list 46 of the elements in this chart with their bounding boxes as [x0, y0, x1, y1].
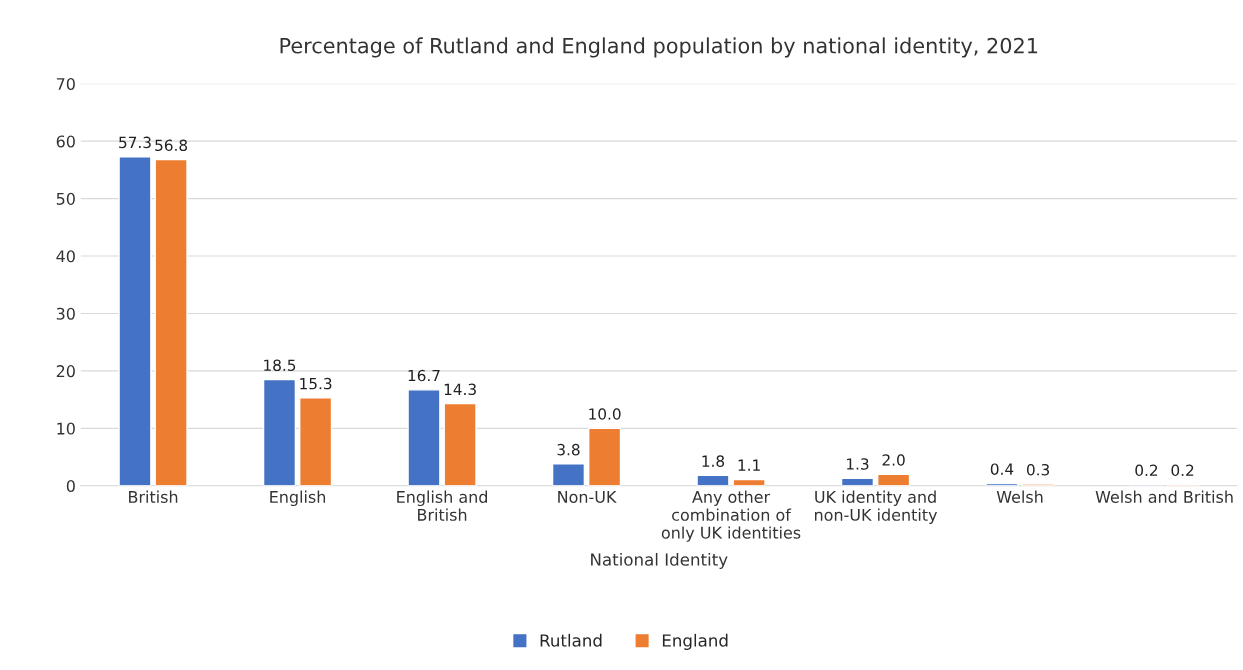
x-axis-title: National Identity — [591, 552, 728, 570]
data-label: 10.0 — [589, 408, 621, 420]
bar — [154, 158, 188, 486]
bar — [696, 474, 730, 486]
x-tick-label: UK identity and non-UK identity — [815, 490, 938, 524]
data-label: 0.2 — [1135, 464, 1158, 477]
x-tick-label: English and British — [397, 490, 487, 521]
data-label: 0.2 — [1171, 464, 1194, 477]
legend-label: Rutland — [540, 633, 602, 647]
data-label: 3.8 — [557, 443, 580, 456]
bar — [877, 473, 911, 486]
bar — [407, 389, 441, 486]
data-label: 14.3 — [444, 383, 476, 396]
data-label: 0.3 — [1026, 463, 1050, 476]
bar — [551, 463, 586, 486]
y-tick-label: 70 — [56, 77, 75, 91]
bar — [118, 155, 152, 486]
data-label: 15.3 — [300, 377, 332, 390]
data-label: 0.4 — [990, 463, 1014, 475]
bar — [443, 402, 477, 486]
y-tick-label: 60 — [56, 135, 75, 148]
data-label: 16.7 — [408, 369, 440, 382]
y-tick-label: 50 — [56, 192, 75, 205]
y-tick-label: 0 — [66, 479, 75, 493]
x-tick-label: English — [270, 490, 326, 507]
data-label: 2.0 — [882, 454, 905, 466]
data-label: 18.5 — [264, 359, 296, 371]
y-tick-label: 30 — [56, 307, 75, 320]
data-label: 1.3 — [847, 458, 869, 470]
x-tick-label: Welsh and British — [1095, 490, 1233, 503]
legend-label: England — [662, 633, 728, 650]
y-tick-label: 10 — [57, 422, 75, 435]
bar — [588, 427, 622, 486]
bar — [262, 378, 297, 486]
data-label: 1.1 — [738, 459, 760, 471]
chart-title: Percentage of Rutland and England population by national identity, 2021 — [280, 37, 1038, 58]
x-tick-label: Non-UK — [558, 491, 617, 503]
x-tick-label: Any other combination of only UK identities — [661, 490, 801, 542]
y-tick-label: 20 — [56, 365, 75, 378]
y-tick-label: 40 — [56, 250, 75, 263]
data-label: 56.8 — [155, 139, 188, 152]
data-label: 57.3 — [119, 136, 151, 149]
x-tick-label: Welsh — [996, 490, 1043, 503]
data-label: 1.8 — [702, 455, 725, 467]
bar — [299, 397, 333, 486]
x-tick-label: British — [129, 490, 178, 503]
